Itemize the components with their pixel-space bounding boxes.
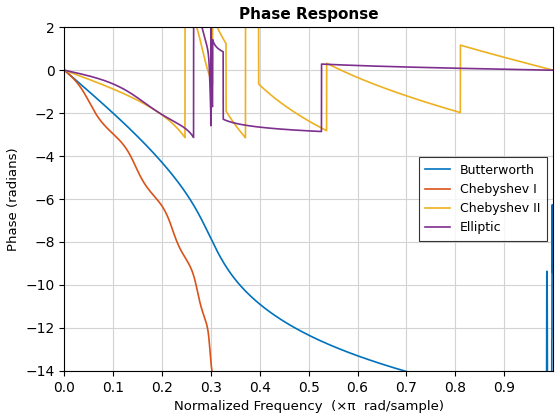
Butterworth — [458, 383, 465, 389]
Elliptic — [190, 135, 197, 140]
Chebyshev I — [519, 404, 525, 410]
Chebyshev II — [537, 64, 544, 69]
Title: Phase Response: Phase Response — [239, 7, 379, 22]
Legend: Butterworth, Chebyshev I, Chebyshev II, Elliptic: Butterworth, Chebyshev I, Chebyshev II, … — [419, 158, 547, 241]
Elliptic — [550, 68, 557, 73]
Chebyshev I — [387, 401, 394, 406]
Elliptic — [100, 78, 106, 83]
Elliptic — [459, 66, 465, 71]
Chebyshev I — [100, 121, 106, 126]
Line: Butterworth: Butterworth — [64, 70, 553, 420]
Elliptic — [190, 0, 197, 5]
Line: Elliptic: Elliptic — [64, 3, 553, 137]
Chebyshev I — [61, 68, 68, 73]
X-axis label: Normalized Frequency  (×π  rad/sample): Normalized Frequency (×π rad/sample) — [174, 400, 444, 413]
Chebyshev II — [519, 60, 526, 65]
Chebyshev II — [61, 68, 68, 73]
Line: Chebyshev I: Chebyshev I — [64, 70, 553, 420]
Chebyshev II — [387, 88, 394, 93]
Chebyshev II — [242, 135, 249, 140]
Elliptic — [387, 64, 394, 69]
Butterworth — [537, 402, 544, 407]
Elliptic — [519, 67, 526, 72]
Chebyshev I — [537, 404, 544, 410]
Butterworth — [550, 202, 557, 207]
Y-axis label: Phase (radians): Phase (radians) — [7, 147, 20, 251]
Chebyshev I — [458, 403, 465, 408]
Chebyshev II — [182, 0, 189, 5]
Butterworth — [100, 102, 106, 107]
Butterworth — [493, 392, 500, 397]
Chebyshev I — [493, 404, 500, 409]
Chebyshev II — [459, 43, 465, 48]
Chebyshev II — [100, 82, 106, 87]
Line: Chebyshev II: Chebyshev II — [64, 3, 553, 138]
Elliptic — [537, 68, 544, 73]
Butterworth — [519, 398, 525, 403]
Chebyshev II — [493, 53, 500, 58]
Elliptic — [61, 68, 68, 73]
Butterworth — [61, 68, 68, 73]
Elliptic — [493, 67, 500, 72]
Butterworth — [387, 364, 394, 369]
Chebyshev II — [550, 68, 557, 73]
